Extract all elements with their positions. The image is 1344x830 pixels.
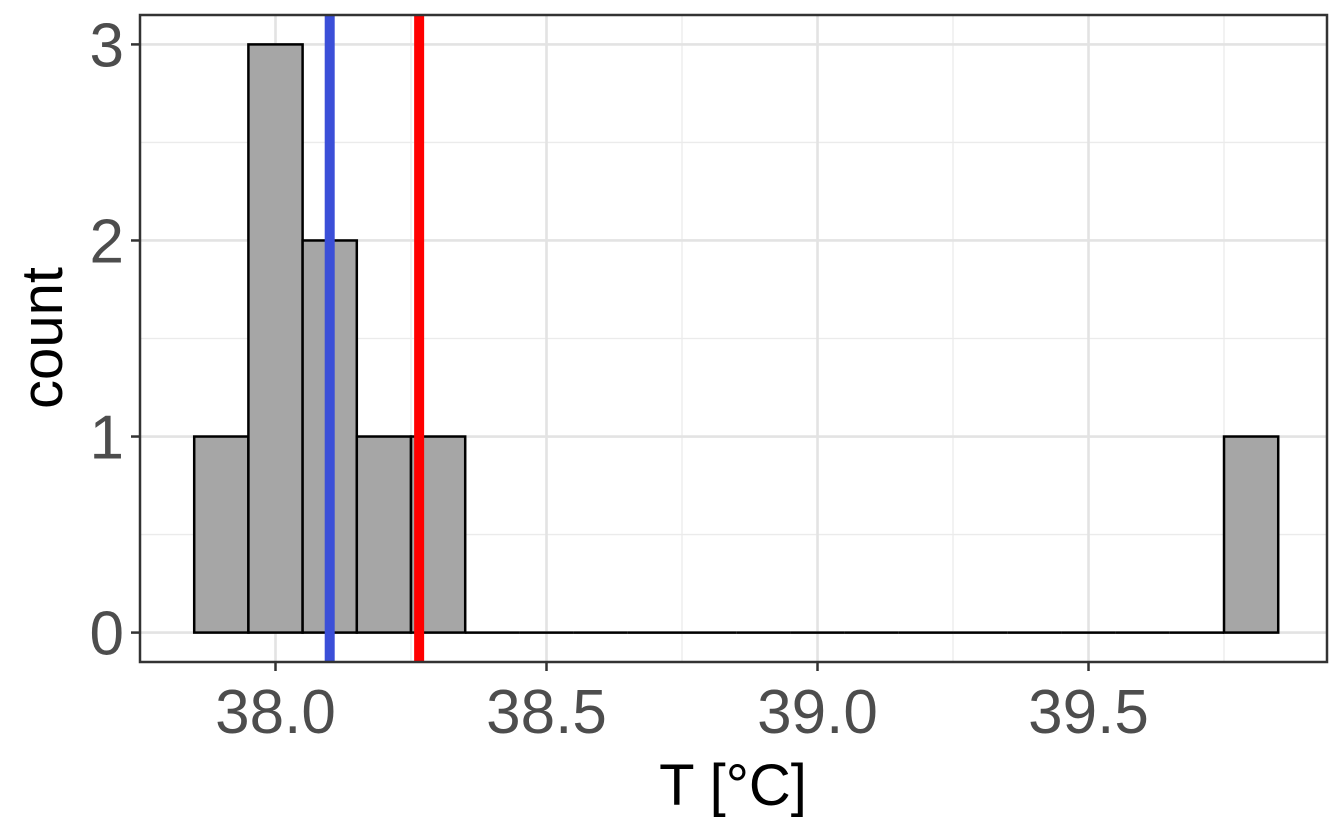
x-tick-label: 39.0: [757, 678, 878, 747]
histogram-bar: [355, 435, 413, 634]
histogram-bar: [247, 43, 304, 634]
y-tick-label: 2: [90, 207, 124, 276]
x-axis-ticks: 38.0 38.5 39.0 39.5: [215, 662, 1149, 747]
y-tick-label: 0: [90, 600, 124, 669]
plot-border: [138, 13, 1329, 664]
reference-lines: [324, 15, 425, 662]
y-tick-label: 3: [90, 11, 124, 80]
y-axis-title: count: [10, 267, 75, 409]
histogram-bars: [192, 43, 1280, 634]
x-tick-label: 39.5: [1028, 678, 1149, 747]
histogram-bar: [192, 435, 250, 634]
x-tick-label: 38.0: [215, 678, 336, 747]
x-axis-title: T [°C]: [659, 753, 807, 818]
y-tick-label: 1: [90, 404, 124, 473]
y-axis-ticks: 0 1 2 3: [90, 11, 140, 669]
x-tick-label: 38.5: [486, 678, 607, 747]
histogram-bar: [1222, 435, 1280, 634]
